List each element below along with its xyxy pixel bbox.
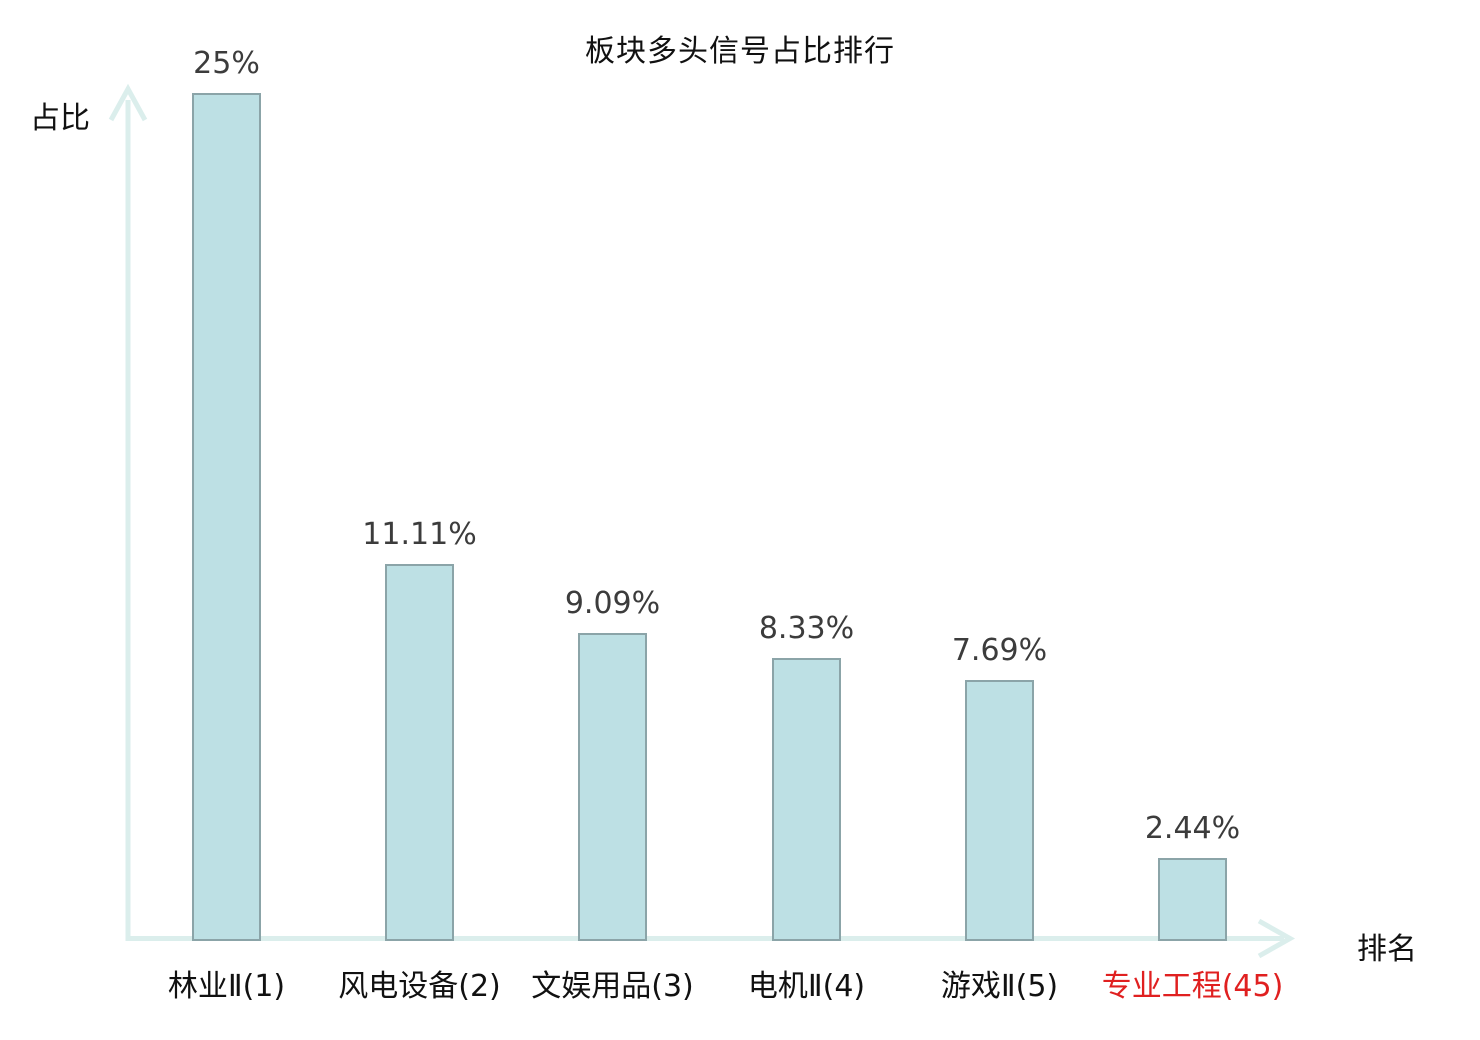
bar [578,633,647,941]
y-axis-label: 占比 [30,101,90,136]
category-label: 专业工程(45) [1101,969,1284,1004]
category-label: 风电设备(2) [338,969,501,1004]
bar-value-label: 8.33% [758,611,855,646]
bar [1158,858,1227,941]
bar [772,658,841,941]
x-axis-arrowhead [1257,918,1296,959]
x-axis-label: 排名 [1357,932,1417,967]
category-label: 林业Ⅱ(1) [167,969,286,1004]
bar-value-label: 25% [193,46,260,81]
category-label: 电机Ⅱ(4) [747,969,866,1004]
y-axis-arrowhead [108,83,148,122]
bar-value-label: 7.69% [951,633,1048,668]
bar [965,680,1034,941]
category-label: 游戏Ⅱ(5) [940,969,1059,1004]
bar [192,93,261,941]
bar-value-label: 9.09% [564,586,661,621]
bar-value-label: 11.11% [362,517,477,552]
category-label: 文娱用品(3) [531,969,694,1004]
chart-title: 板块多头信号占比排行 [585,34,895,69]
bar [385,564,454,941]
bar-value-label: 2.44% [1144,811,1241,846]
